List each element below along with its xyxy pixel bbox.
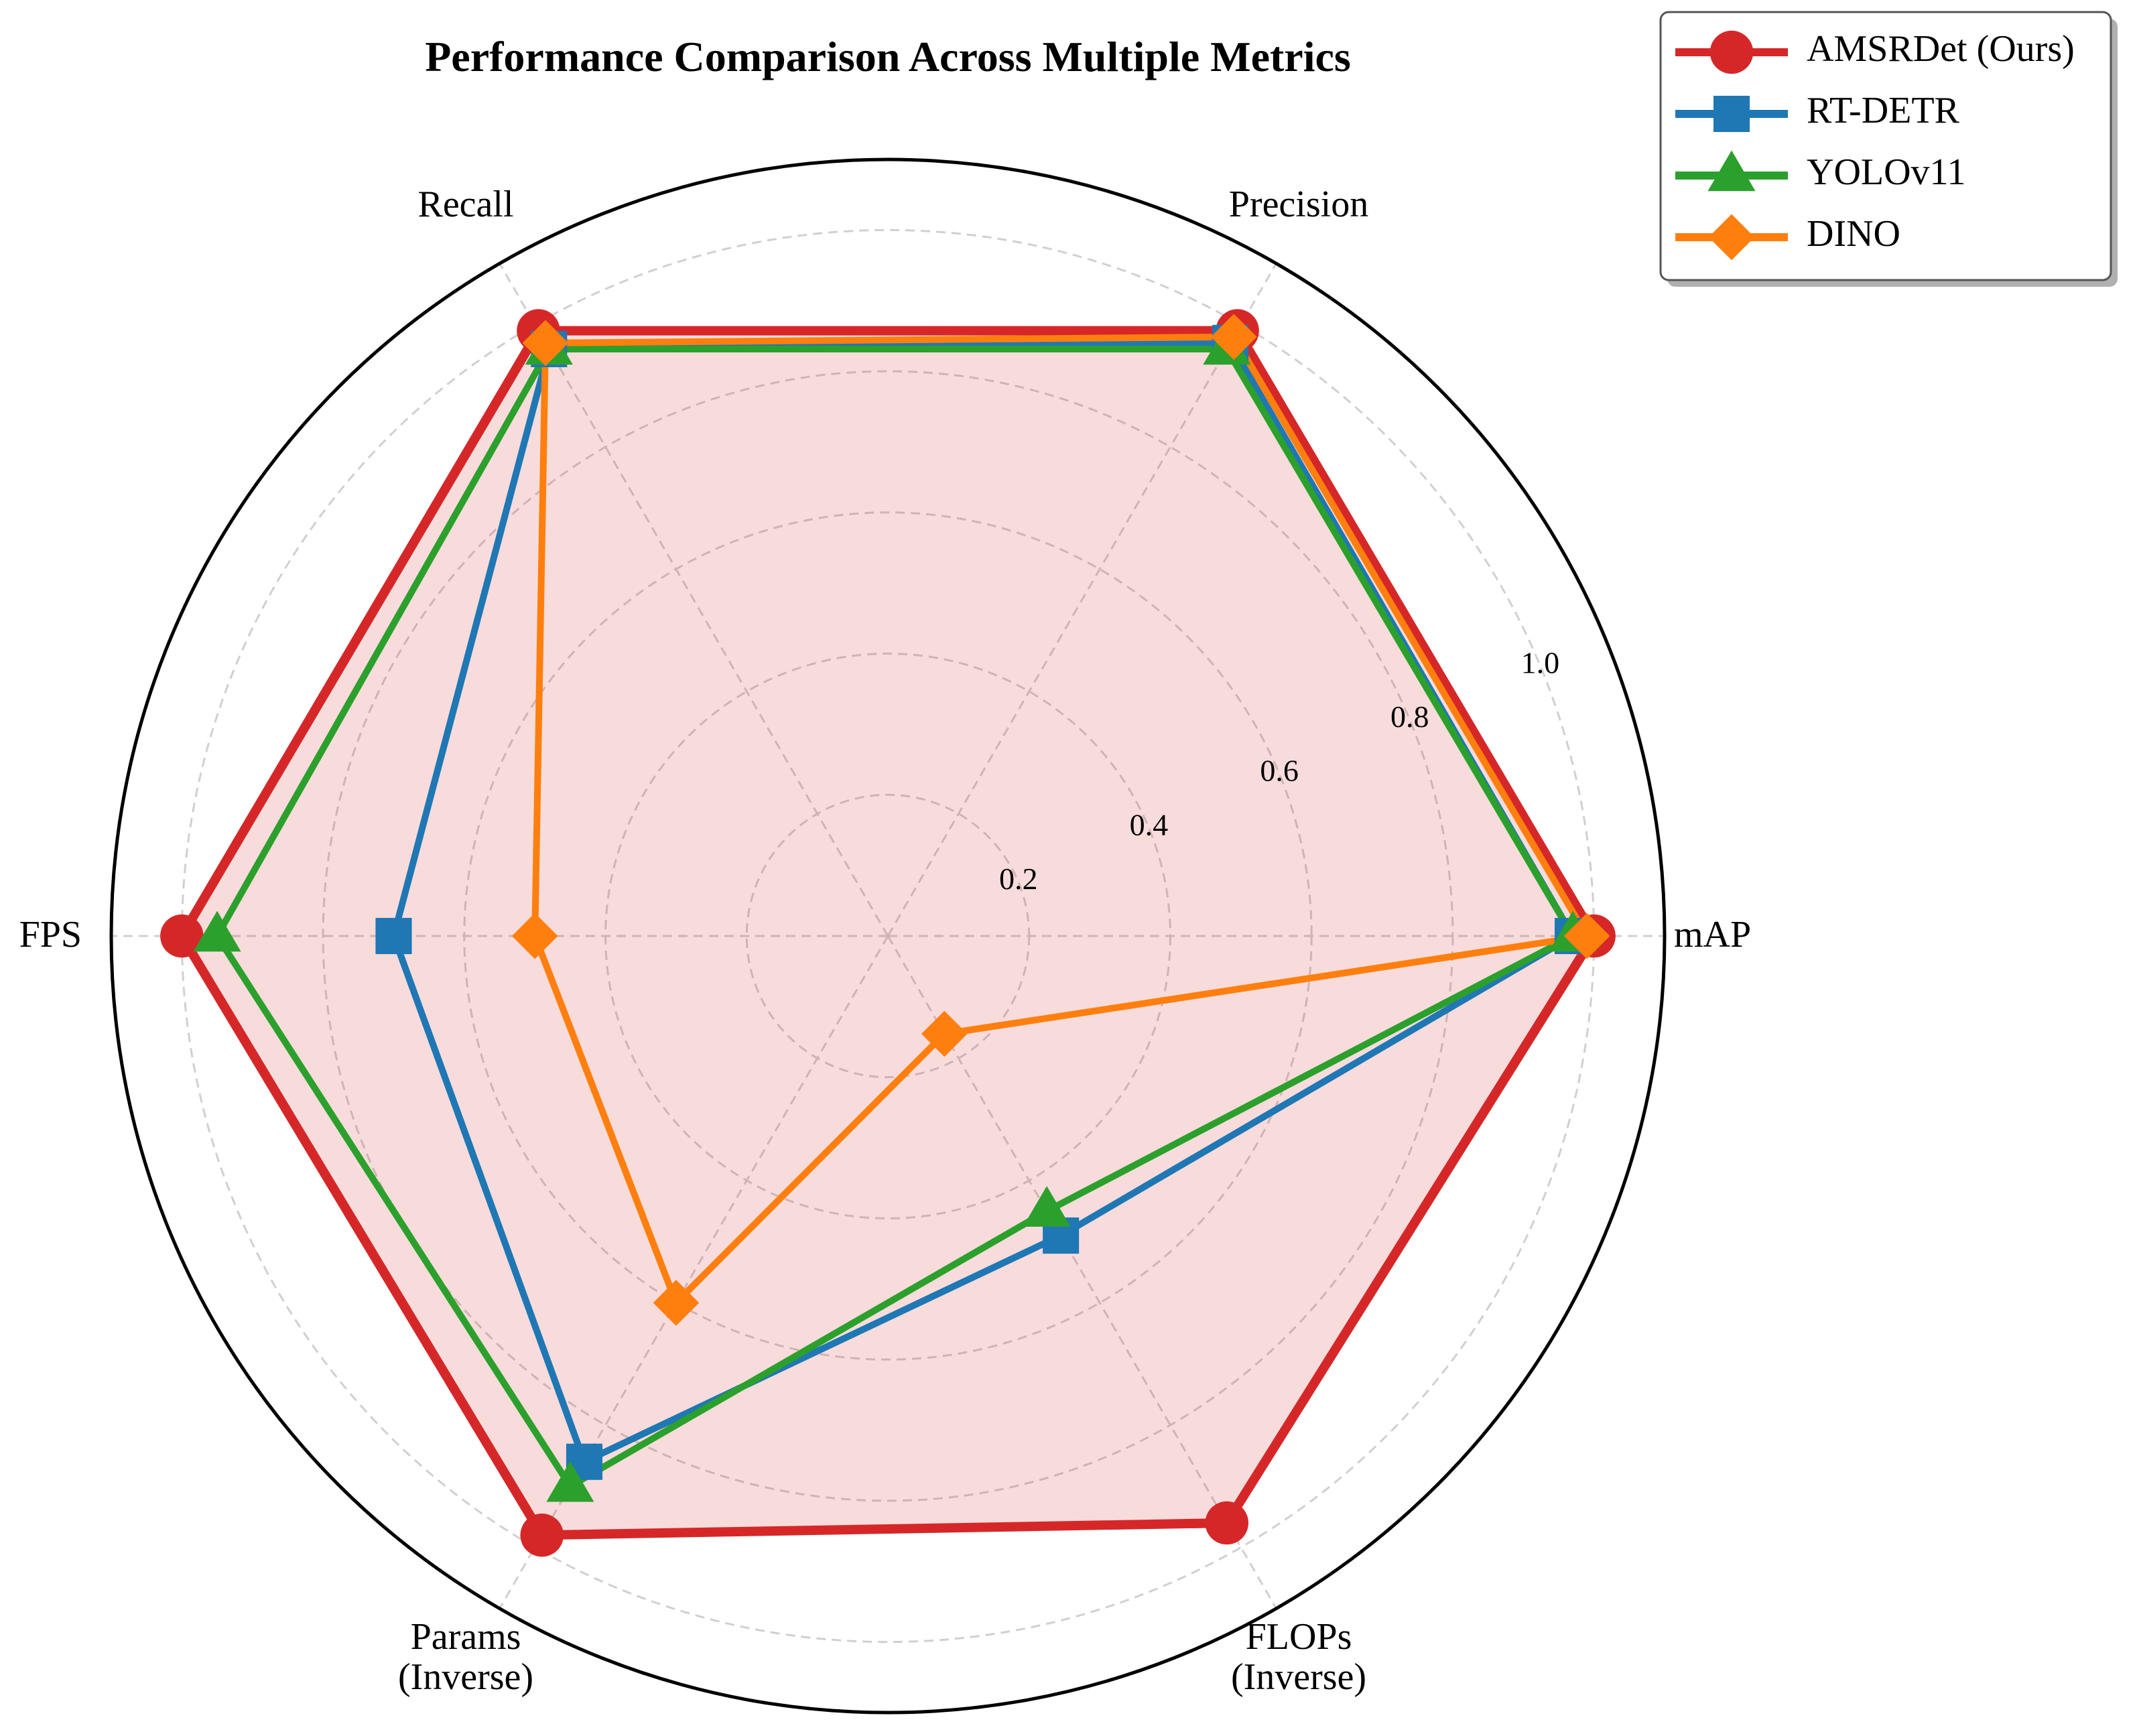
series-fills [182, 330, 1594, 1536]
axis-label-params-inverse: Params (Inverse) [398, 1616, 533, 1698]
marker-dino-fps [511, 913, 558, 959]
marker-yolov11-params-inverse [546, 1461, 594, 1502]
marker-rt-detr-fps [375, 917, 412, 955]
legend-marker-amsrdet-ours [1709, 30, 1754, 74]
radial-tick-0-4: 0.4 [1130, 807, 1169, 842]
series-fill-amsrdet-ours [182, 330, 1594, 1536]
radial-tick-0-2: 0.2 [999, 862, 1038, 896]
axis-label-recall: Recall [417, 184, 513, 225]
legend-box [1659, 11, 2112, 281]
chart-title: Performance Comparison Across Multiple M… [425, 33, 1351, 80]
radial-tick-1-0: 1.0 [1521, 645, 1560, 679]
marker-amsrdet-ours-flops-inverse [1205, 1501, 1248, 1545]
marker-yolov11-flops-inverse [1023, 1186, 1071, 1227]
axis-label-precision: Precision [1229, 184, 1368, 225]
marker-amsrdet-ours-fps [160, 914, 204, 958]
marker-yolov11-fps [193, 911, 241, 952]
legend-label-dino: DINO [1807, 213, 1900, 255]
marker-dino-params-inverse [653, 1280, 700, 1326]
legend-label-amsrdet-ours: AMSRDet (Ours) [1807, 28, 2075, 70]
marker-dino-recall [522, 320, 569, 366]
marker-dino-flops-inverse [921, 1010, 968, 1057]
marker-dino-map [1563, 913, 1610, 959]
legend-marker-yolov11 [1707, 150, 1756, 192]
grid-circle-0-8 [322, 370, 1454, 1502]
spoke-precision [887, 263, 1277, 937]
axis-labels: mAP Precision Recall FPS Params (Inverse) FLOP… [19, 184, 1752, 1698]
legend-marker-dino [1708, 214, 1755, 261]
radial-tick-0-6: 0.6 [1260, 754, 1299, 788]
legend-marker-rt-detr [1713, 95, 1750, 133]
marker-amsrdet-ours-params-inverse [520, 1513, 564, 1557]
spoke-recall [499, 263, 889, 937]
legend-label-rt-detr: RT-DETR [1807, 90, 1960, 131]
legend: AMSRDet (Ours) RT-DETR YOLOv11 DINO [1659, 11, 2118, 287]
spoke-params-inverse [499, 935, 889, 1609]
series-markers [160, 309, 1616, 1557]
axis-label-fps: FPS [19, 914, 82, 955]
axis-label-flops-inverse: FLOPs (Inverse) [1231, 1616, 1366, 1698]
outer-circle [109, 157, 1667, 1715]
radial-tick-0-8: 0.8 [1390, 699, 1429, 734]
grid-circle-0-6 [463, 511, 1313, 1361]
radial-tick-labels: 0.2 0.4 0.6 0.8 1.0 [999, 645, 1559, 896]
axis-label-map: mAP [1674, 914, 1751, 955]
grid-circle-0-2 [745, 793, 1031, 1079]
legend-label-yolov11: YOLOv11 [1807, 151, 1965, 193]
marker-dino-precision [1210, 314, 1257, 360]
grid-circle-0-4 [604, 653, 1171, 1219]
